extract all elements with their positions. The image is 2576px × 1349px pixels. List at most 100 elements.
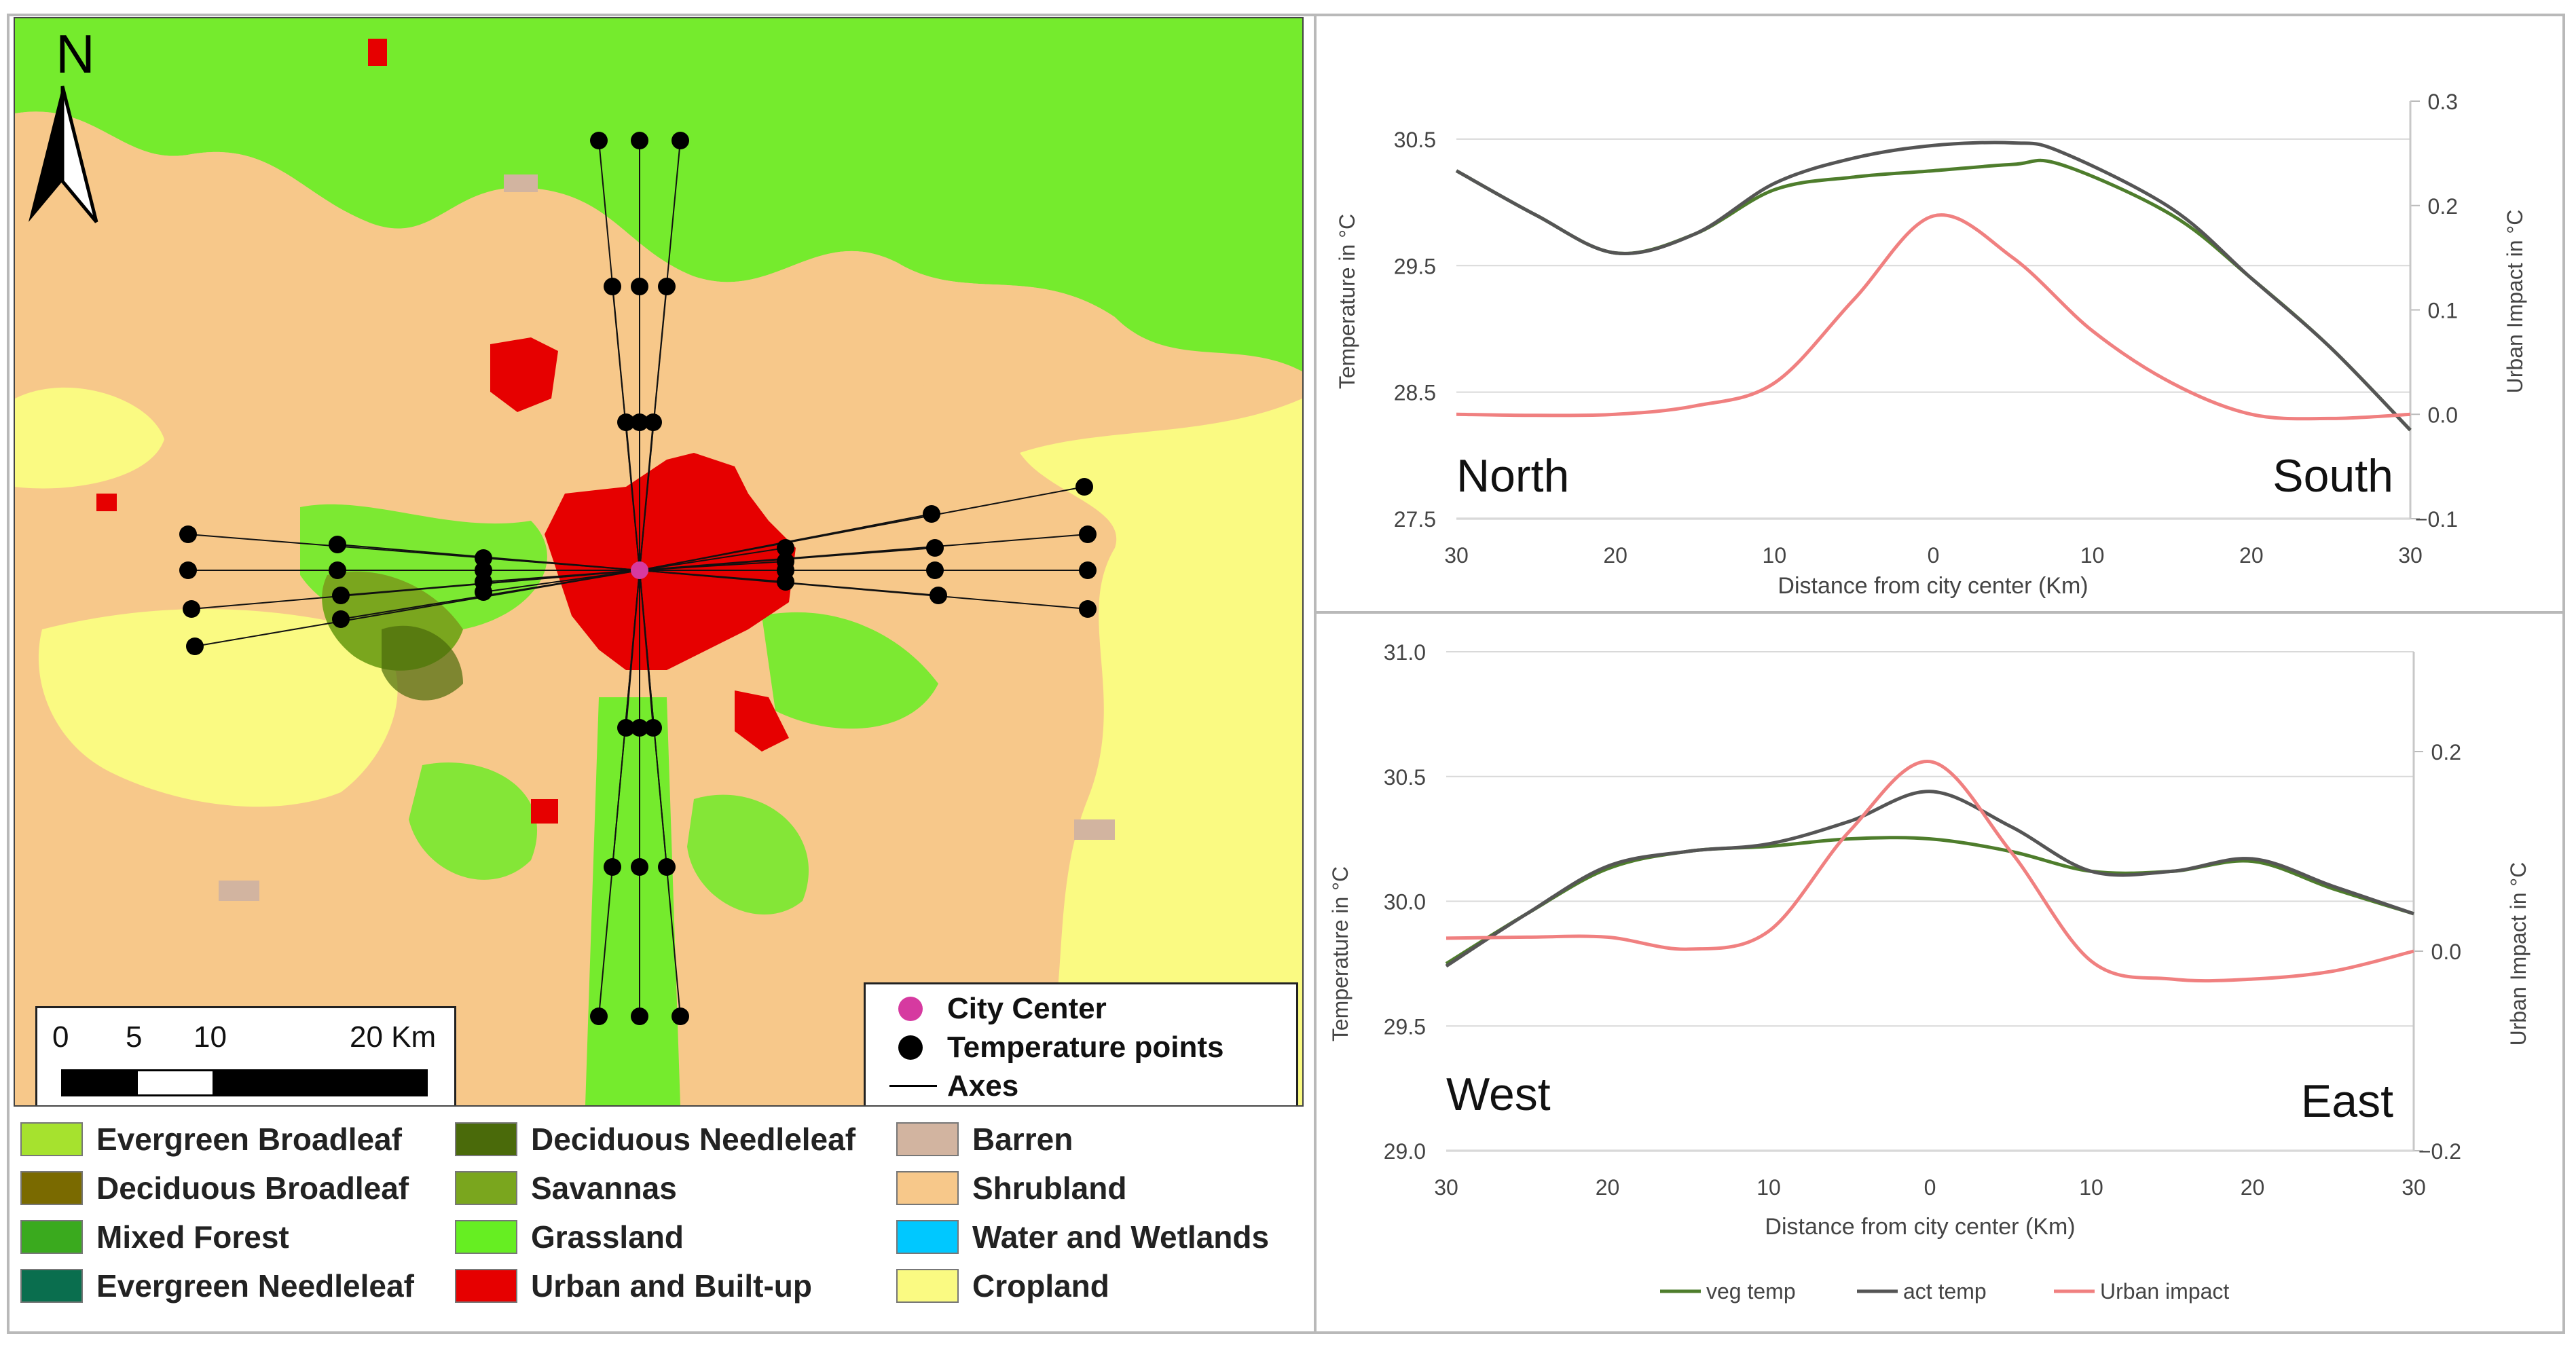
series-line-urban-impact <box>1456 213 2411 421</box>
axis-line <box>483 570 640 583</box>
y-tick-label: 30.5 <box>1394 128 1436 152</box>
temperature-point <box>604 858 621 876</box>
temperature-point <box>617 719 635 737</box>
y2-tick-label: −0.2 <box>2418 1139 2461 1164</box>
grassland-north <box>15 18 1302 371</box>
y-tick-label: 29.0 <box>1384 1139 1426 1164</box>
x-tick-label: 0 <box>1924 1175 1936 1200</box>
needleleaf-patch <box>382 625 463 701</box>
legend-barren: Barren <box>896 1120 1073 1158</box>
legend-label: Evergreen Broadleaf <box>96 1122 402 1157</box>
temperature-point <box>631 132 648 149</box>
legend-swatch <box>20 1122 83 1156</box>
legend-grassland: Grassland <box>455 1218 684 1256</box>
legend-savannas: Savannas <box>455 1169 677 1207</box>
legend-swatch <box>896 1269 959 1303</box>
land-cover-legend: Evergreen Broadleaf Deciduous Broadleaf … <box>14 1113 1310 1331</box>
urban-west <box>96 494 117 511</box>
north-arrow: N <box>29 24 98 223</box>
legend-act-temp: act temp <box>1903 1279 1987 1304</box>
legend-label: Deciduous Broadleaf <box>96 1170 409 1206</box>
grassland-southwest <box>409 762 538 880</box>
series-line-veg-temp <box>1455 158 2412 432</box>
y-tick-label: 27.5 <box>1394 507 1436 532</box>
legend-label: Urban and Built-up <box>531 1268 812 1304</box>
legend-evergreen-broadleaf: Evergreen Broadleaf <box>20 1120 402 1158</box>
land-cover-map: N 0 5 10 20 Km City Center Temperature p… <box>14 17 1304 1107</box>
x-tick-label: 10 <box>1763 543 1787 568</box>
series-lines <box>1445 760 2414 983</box>
axis-line <box>625 422 640 571</box>
legend-swatch <box>20 1171 83 1205</box>
ticks: 29.0 29.5 30.0 30.5 31.0 −0.2 0.0 0.2 30 20 10 0 10 2… <box>1384 640 2461 1200</box>
temperature-point <box>631 413 648 431</box>
legend-deciduous-needleleaf: Deciduous Needleleaf <box>455 1120 855 1158</box>
legend-swatch <box>896 1220 959 1254</box>
y-tick-label: 28.5 <box>1394 381 1436 405</box>
legend-axes: Axes <box>866 1067 1296 1105</box>
ticks: 27.5 28.5 29.5 30.5 −0.1 0.0 0.1 0.2 0.3 30 20 10 0 1… <box>1394 90 2458 568</box>
urban-core <box>545 453 796 670</box>
temperature-point <box>644 413 662 431</box>
x-tick-label: 30 <box>2402 1175 2426 1200</box>
y-axis-label: Temperature in °C <box>1335 214 1359 389</box>
urban-top <box>368 39 387 66</box>
y2-tick-label: 0.3 <box>2428 90 2458 114</box>
barren-patch <box>504 174 538 192</box>
y2-tick-label: 0.2 <box>2428 194 2458 219</box>
y-tick-label: 29.5 <box>1394 254 1436 278</box>
legend-label: Savannas <box>531 1170 677 1206</box>
panel-divider <box>1314 14 1317 1334</box>
legend-swatch <box>455 1269 517 1303</box>
temperature-point <box>590 132 608 149</box>
cropland-east <box>1020 399 1302 1105</box>
north-arrow-left-half <box>29 86 62 222</box>
x-tick-label: 20 <box>2239 543 2264 568</box>
legend-swatch <box>896 1122 959 1156</box>
axis-line <box>639 422 654 571</box>
grassland-east <box>762 612 938 729</box>
legend-swatch <box>455 1171 517 1205</box>
legend-swatch <box>455 1122 517 1156</box>
scale-tick-5: 5 <box>126 1020 143 1054</box>
grassland-southeast <box>687 794 809 915</box>
legend-mixed-forest: Mixed Forest <box>20 1218 289 1256</box>
temperature-point <box>926 539 944 557</box>
temperature-point <box>930 587 947 604</box>
scale-bar: 0 5 10 20 Km <box>35 1006 456 1105</box>
legend-label: Grassland <box>531 1219 684 1255</box>
temperature-point <box>332 587 350 604</box>
temperature-point <box>179 525 197 543</box>
legend-urban-impact: Urban impact <box>2100 1279 2229 1304</box>
temperature-point <box>179 561 197 579</box>
axis-line <box>639 570 1088 610</box>
corner-label-left: North <box>1456 450 1569 502</box>
shrubland-northeast <box>694 251 1115 394</box>
grid <box>1456 100 2420 520</box>
temperature-point <box>186 637 204 655</box>
y-tick-label: 29.5 <box>1384 1014 1426 1039</box>
legend-label: Axes <box>947 1069 1019 1103</box>
corner-label-left: West <box>1446 1069 1551 1120</box>
chart-legend: veg temp act temp Urban impact <box>1660 1279 2229 1304</box>
corner-label-right: East <box>2301 1075 2393 1127</box>
corner-label-right: South <box>2273 450 2393 502</box>
temperature-point <box>332 610 350 628</box>
north-south-chart: 27.5 28.5 29.5 30.5 −0.1 0.0 0.1 0.2 0.3 30 20 10 0 1… <box>1335 90 2527 599</box>
x-tick-label: 30 <box>1444 543 1469 568</box>
temperature-point <box>329 561 346 579</box>
temperature-point <box>475 549 492 567</box>
urban-south-west <box>531 799 558 824</box>
barren-patch <box>1074 819 1115 840</box>
axis-line <box>639 534 1088 571</box>
legend-city-center: City Center <box>866 990 1296 1028</box>
legend-shrubland: Shrubland <box>896 1169 1126 1207</box>
legend-label: Evergreen Needleleaf <box>96 1268 414 1304</box>
temperature-point <box>1079 600 1097 618</box>
series-line-act-temp <box>1445 790 2414 968</box>
axis-line <box>639 547 786 571</box>
urban-north <box>490 337 558 412</box>
legend-evergreen-needleleaf: Evergreen Needleleaf <box>20 1267 414 1305</box>
legend-label: Temperature points <box>947 1031 1224 1064</box>
x-axis-label: Distance from city center (Km) <box>1778 573 2088 599</box>
